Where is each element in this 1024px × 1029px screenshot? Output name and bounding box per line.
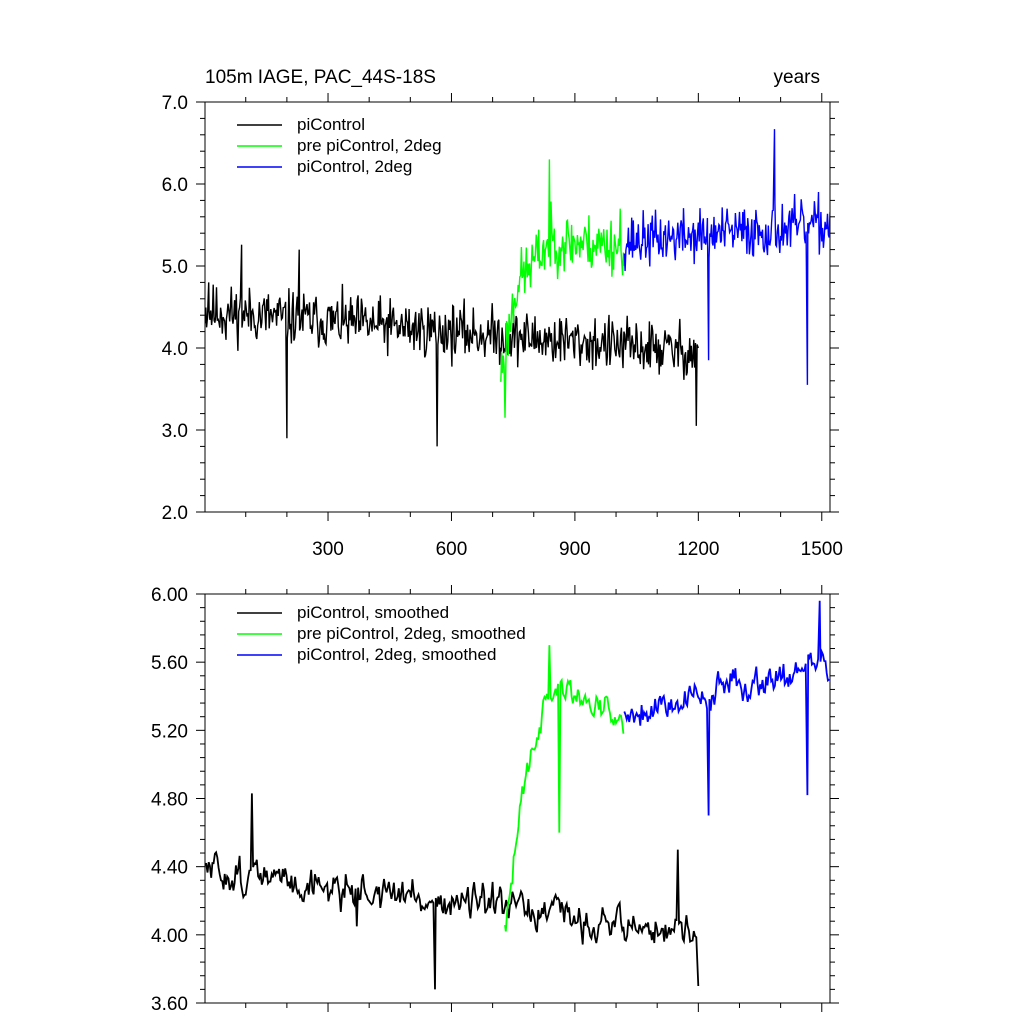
series-line-picontrol-smoothed bbox=[205, 793, 700, 990]
x-tick-label: 1500 bbox=[801, 539, 843, 560]
series-line-pre-picontrol-2deg-smoothed bbox=[504, 645, 625, 932]
legend-label: piControl, 2deg bbox=[297, 157, 412, 176]
x-tick-label: 1200 bbox=[677, 539, 719, 560]
legend-label: piControl, 2deg, smoothed bbox=[297, 645, 496, 664]
series-line-pre-picontrol-2deg bbox=[500, 159, 625, 418]
series-line-picontrol-2deg bbox=[623, 129, 830, 385]
legend-label: piControl, smoothed bbox=[297, 603, 449, 622]
legend-label: pre piControl, 2deg bbox=[297, 136, 442, 155]
y-tick-label: 5.0 bbox=[162, 257, 188, 278]
y-tick-label: 3.0 bbox=[162, 421, 188, 442]
x-tick-label: 600 bbox=[436, 539, 468, 560]
y-tick-label: 6.00 bbox=[151, 585, 188, 606]
y-tick-label: 4.00 bbox=[151, 926, 188, 947]
chart-title: 105m IAGE, PAC_44S-18S bbox=[205, 67, 436, 88]
x-tick-label: 300 bbox=[312, 539, 344, 560]
y-tick-label: 4.40 bbox=[151, 858, 188, 879]
legend-label: piControl bbox=[297, 115, 365, 134]
series-line-picontrol bbox=[205, 244, 699, 447]
series-line-picontrol-2deg-smoothed bbox=[623, 600, 830, 816]
y-tick-label: 4.0 bbox=[162, 339, 188, 360]
x-tick-label: 900 bbox=[559, 539, 591, 560]
y-tick-label: 3.60 bbox=[151, 994, 188, 1015]
y-tick-label: 6.0 bbox=[162, 175, 188, 196]
y-tick-label: 5.60 bbox=[151, 653, 188, 674]
y-tick-label: 4.80 bbox=[151, 790, 188, 811]
plot-frame-1 bbox=[204, 101, 831, 513]
legend-label: pre piControl, 2deg, smoothed bbox=[297, 624, 526, 643]
y-tick-label: 5.20 bbox=[151, 721, 188, 742]
y-tick-label: 7.0 bbox=[162, 93, 188, 114]
y-tick-label: 2.0 bbox=[162, 503, 188, 524]
x-axis-unit-label: years bbox=[774, 67, 820, 88]
